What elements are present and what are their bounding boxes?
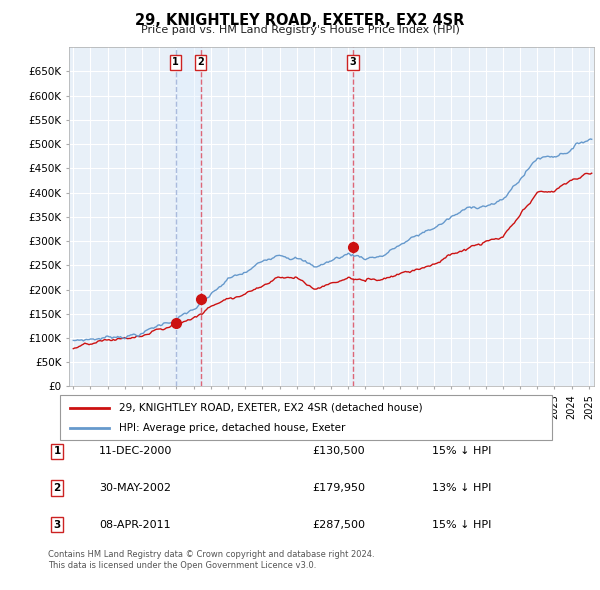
Text: 3: 3 [350, 57, 356, 67]
Text: 13% ↓ HPI: 13% ↓ HPI [432, 483, 491, 493]
Text: 29, KNIGHTLEY ROAD, EXETER, EX2 4SR: 29, KNIGHTLEY ROAD, EXETER, EX2 4SR [136, 13, 464, 28]
Text: £130,500: £130,500 [312, 447, 365, 456]
Text: £179,950: £179,950 [312, 483, 365, 493]
Text: 1: 1 [53, 447, 61, 456]
Text: Price paid vs. HM Land Registry's House Price Index (HPI): Price paid vs. HM Land Registry's House … [140, 25, 460, 35]
Text: £287,500: £287,500 [312, 520, 365, 529]
Text: 30-MAY-2002: 30-MAY-2002 [99, 483, 171, 493]
Text: 2: 2 [197, 57, 204, 67]
Text: Contains HM Land Registry data © Crown copyright and database right 2024.: Contains HM Land Registry data © Crown c… [48, 550, 374, 559]
Text: 29, KNIGHTLEY ROAD, EXETER, EX2 4SR (detached house): 29, KNIGHTLEY ROAD, EXETER, EX2 4SR (det… [119, 403, 422, 412]
Text: 15% ↓ HPI: 15% ↓ HPI [432, 520, 491, 529]
Text: This data is licensed under the Open Government Licence v3.0.: This data is licensed under the Open Gov… [48, 560, 316, 569]
Text: 3: 3 [53, 520, 61, 529]
Text: 1: 1 [172, 57, 179, 67]
Text: 15% ↓ HPI: 15% ↓ HPI [432, 447, 491, 456]
Text: 11-DEC-2000: 11-DEC-2000 [99, 447, 172, 456]
Text: 08-APR-2011: 08-APR-2011 [99, 520, 170, 529]
Text: 2: 2 [53, 483, 61, 493]
Text: HPI: Average price, detached house, Exeter: HPI: Average price, detached house, Exet… [119, 424, 346, 434]
Bar [176, 47, 200, 386]
